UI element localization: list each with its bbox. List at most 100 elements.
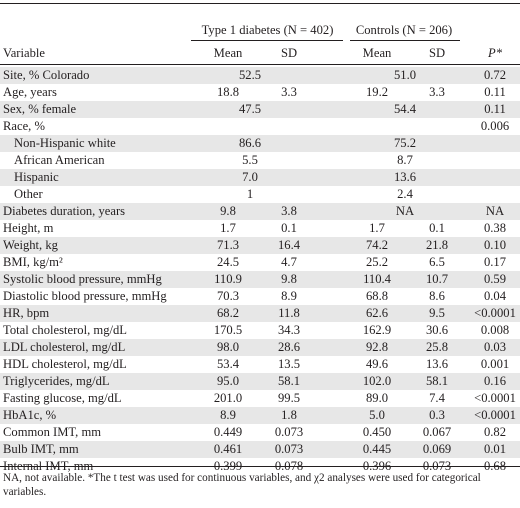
table-row: HR, bpm 68.2 11.8 62.6 9.5 <0.0001 [0,305,520,322]
table-row: Race, % 0.006 [0,118,520,135]
table-row: BMI, kg/m² 24.5 4.7 25.2 6.5 0.17 [0,254,520,271]
group2-mean: 5.0 [369,408,385,422]
group2-mean: 49.6 [365,357,389,371]
row-label: Diastolic blood pressure, mmHg [3,289,167,303]
table-row: Sex, % female 47.5 54.4 0.11 [0,101,520,118]
top-rule [0,3,520,4]
row-label: HDL cholesterol, mg/dL [3,357,127,371]
table-row: Site, % Colorado 52.5 51.0 0.72 [0,67,520,84]
table-row: Diastolic blood pressure, mmHg 70.3 8.9 68.… [0,288,520,305]
group1-sd: 8.9 [281,289,297,303]
group2-mean: 1.7 [369,221,385,235]
group2-sd: 3.3 [429,85,445,99]
p-value: 0.11 [484,102,506,116]
bottom-rule [0,466,520,467]
row-label: Age, years [3,85,57,99]
group1-mean: 1.7 [220,221,236,235]
table-row: HDL cholesterol, mg/dL 53.4 13.5 49.6 13.6 0.… [0,356,520,373]
p-value: 0.01 [483,442,507,456]
group2-sd: 6.5 [429,255,445,269]
group2-sd: 0.1 [429,221,445,235]
p-value: 0.03 [483,340,507,354]
group1-sd: 0.073 [274,442,304,456]
row-label: HbA1c, % [3,408,57,422]
group2-sd: 7.4 [429,391,445,405]
group1-sd: 28.6 [277,340,301,354]
group2-sd: 58.1 [425,374,449,388]
group1-mean: 70.3 [216,289,240,303]
table-row: Weight, kg 71.3 16.4 74.2 21.8 0.10 [0,237,520,254]
group2-mean: 0.445 [362,442,392,456]
p-value: 0.006 [480,119,510,133]
group2-mean: 92.8 [365,340,389,354]
group1-sd: 9.8 [281,272,297,286]
group1-mean: 110.9 [214,272,242,286]
group2-value: 13.6 [393,170,417,184]
group1-mean: 98.0 [216,340,240,354]
table-row: Common IMT, mm 0.449 0.073 0.450 0.067 0.82 [0,424,520,441]
table-row: Diabetes duration, years 9.8 3.8 NA NA [0,203,520,220]
group1-mean: 24.5 [216,255,240,269]
group1-sd: 11.8 [278,306,300,320]
group2-value: 75.2 [393,136,417,150]
group2-mean: 110.4 [363,272,391,286]
row-label: Height, m [3,221,54,235]
group1-sd: 0.073 [274,425,304,439]
table-row: Hispanic 7.0 13.6 [0,169,520,186]
group2-sd: 13.6 [425,357,449,371]
row-label: Sex, % female [3,102,77,116]
group2-mean: 62.6 [365,306,389,320]
p-value: <0.0001 [474,408,516,422]
group1-header: Type 1 diabetes (N = 402) [201,23,334,37]
group2-value: 54.4 [393,102,417,116]
mean2-header: Mean [362,46,392,60]
table-row: Bulb IMT, mm 0.461 0.073 0.445 0.069 0.01 [0,441,520,458]
group2-header: Controls (N = 206) [355,23,453,37]
group1-mean: 71.3 [216,238,240,252]
group1-value: 86.6 [238,136,262,150]
group1-sd: 16.4 [277,238,301,252]
group1-mean: 201.0 [213,391,243,405]
group2-sd: 0.067 [422,425,452,439]
group2-mean: 89.0 [365,391,389,405]
group2-rule [350,40,460,41]
row-label: African American [14,153,105,167]
p-value: 0.17 [483,255,507,269]
p-value: 0.001 [480,357,510,371]
row-label: BMI, kg/m² [3,255,63,269]
row-label: Common IMT, mm [3,425,102,439]
sd1-header: SD [280,46,298,60]
table-row: Other 1 2.4 [0,186,520,203]
group2-sd: 30.6 [425,323,449,337]
group2-mean: 25.2 [365,255,389,269]
row-label: Non-Hispanic white [14,136,116,150]
group2-sd: 21.8 [425,238,449,252]
group2-value: 8.7 [397,153,413,167]
p-value: 0.04 [483,289,507,303]
row-label: Triglycerides, mg/dL [3,374,110,388]
group1-mean: 95.0 [216,374,240,388]
p-value: 0.82 [483,425,507,439]
group2-value: 2.4 [397,187,413,201]
group1-value: 52.5 [238,68,262,82]
table-row: Systolic blood pressure, mmHg 110.9 9.8 110… [0,271,520,288]
table-row: Total cholesterol, mg/dL 170.5 34.3 162.9 30… [0,322,520,339]
group1-mean: 68.2 [216,306,240,320]
row-label: HR, bpm [3,306,50,320]
group2-value: NA [395,204,415,218]
p-value: 0.38 [483,221,507,235]
group1-sd: 34.3 [277,323,301,337]
group1-mean: 8.9 [220,408,236,422]
group2-sd: 0.3 [429,408,445,422]
group1-sd: 1.8 [281,408,297,422]
footnote: NA, not available. *The t test was used … [3,472,481,498]
group1-sd: 3.8 [281,204,297,218]
row-label: Weight, kg [3,238,58,252]
group2-sd: 0.069 [422,442,452,456]
table-row: Fasting glucose, mg/dL 201.0 99.5 89.0 7.4 <0… [0,390,520,407]
p-value: 0.008 [480,323,510,337]
group1-mean: 170.5 [213,323,243,337]
p-value: NA [485,204,505,218]
p-value: <0.0001 [474,391,516,405]
p-value: 0.72 [483,68,507,82]
